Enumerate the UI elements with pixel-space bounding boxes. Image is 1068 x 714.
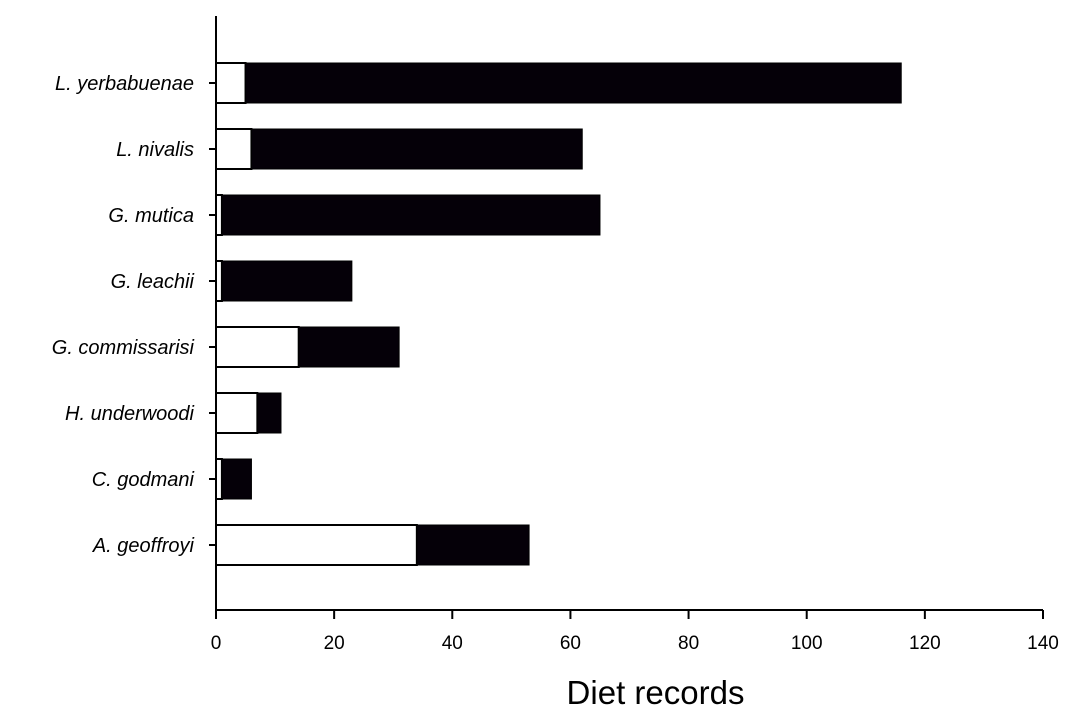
bar-segment-1-2 (215, 128, 253, 170)
category-label: C. godmani (92, 469, 195, 491)
x-tick-label: 140 (1027, 633, 1059, 654)
category-label: G. commissarisi (52, 337, 195, 359)
bar-segment-2-2 (250, 128, 583, 170)
category-label: G. leachii (111, 271, 195, 293)
x-tick-label: 20 (324, 633, 345, 654)
bar-segment-1-1 (215, 62, 247, 104)
x-tick-label: 80 (678, 633, 699, 654)
bar-segment-2-3 (221, 194, 601, 236)
category-labels-group: L. yerbabuenae L. nivalis G. mutica G. leac… (52, 73, 195, 557)
bar-segment-2-4 (221, 260, 353, 302)
bar-segment-2-7 (221, 458, 252, 500)
bar-segment-1-5 (215, 326, 300, 368)
bar-segment-2-1 (245, 62, 902, 104)
category-label: A. geoffroyi (92, 535, 195, 557)
bar-segment-1-6 (215, 392, 259, 434)
x-tick-label: 0 (211, 633, 222, 654)
category-label: L. yerbabuenae (55, 73, 194, 95)
x-tick-label: 100 (791, 633, 823, 654)
x-tick-label: 60 (560, 633, 581, 654)
bar-segment-1-8 (215, 524, 418, 566)
category-label: L. nivalis (116, 139, 194, 161)
bar-segment-2-6 (256, 392, 282, 434)
bars-group (215, 62, 902, 566)
category-label: H. underwoodi (65, 403, 195, 425)
bar-segment-2-8 (416, 524, 530, 566)
x-ticks-group: 0 20 40 60 80 100 120 140 (211, 610, 1059, 654)
y-ticks-group (209, 82, 216, 546)
x-tick-label: 40 (442, 633, 463, 654)
category-label: G. mutica (108, 205, 194, 227)
bar-segment-2-5 (298, 326, 400, 368)
x-axis-title: Diet records (567, 674, 745, 711)
x-tick-label: 120 (909, 633, 941, 654)
